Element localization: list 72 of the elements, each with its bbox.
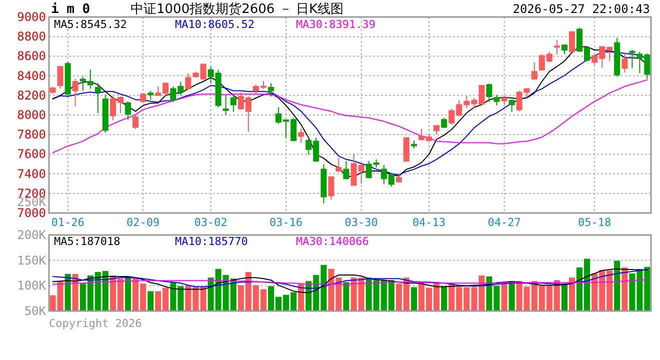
candlestick bbox=[148, 90, 154, 100]
text: MA30:140066 bbox=[296, 235, 369, 248]
x-tick-label: 02-09 bbox=[126, 216, 160, 229]
y-tick-label: 50K bbox=[24, 304, 47, 318]
candlestick bbox=[230, 94, 236, 112]
x-tick-label: 04-13 bbox=[412, 216, 446, 229]
candlestick bbox=[434, 125, 440, 135]
candlestick bbox=[396, 173, 402, 183]
candlestick bbox=[200, 64, 206, 80]
candlestick bbox=[336, 157, 342, 172]
x-tick-label: 04-27 bbox=[488, 216, 521, 229]
candlestick bbox=[72, 78, 78, 107]
chart-subtitle: i m 0 bbox=[51, 2, 90, 17]
text: Copyright 2026 bbox=[49, 317, 142, 330]
y-tick-label: 8200 bbox=[17, 88, 46, 102]
y-tick-label: 7400 bbox=[17, 166, 46, 181]
text: MA5:8545.32 bbox=[54, 18, 127, 31]
y-tick-label: 8600 bbox=[17, 49, 46, 64]
x-tick-label: 03-02 bbox=[194, 216, 228, 229]
candlestick bbox=[622, 52, 628, 74]
text: MA30:8391.39 bbox=[296, 18, 376, 31]
y-tick-label: 150K bbox=[17, 253, 47, 268]
candlestick bbox=[64, 61, 71, 96]
y-tick-label: 7600 bbox=[17, 147, 46, 162]
text: 2026-05-27 22:00:43 bbox=[512, 2, 650, 16]
x-tick-label: 03-16 bbox=[269, 216, 303, 229]
y-tick-label: 7800 bbox=[17, 128, 46, 142]
y-tick-label: 7000 bbox=[17, 206, 46, 220]
candlestick bbox=[328, 176, 334, 200]
x-tick-label: 01-26 bbox=[51, 216, 84, 229]
y-tick-label: 8800 bbox=[17, 30, 46, 44]
candlestick bbox=[185, 72, 192, 90]
candlestick bbox=[403, 137, 410, 162]
candlestick bbox=[94, 82, 101, 114]
candlestick bbox=[57, 66, 64, 90]
candlestick bbox=[268, 82, 274, 97]
candlestick bbox=[343, 160, 350, 180]
text: MA10:8605.52 bbox=[175, 18, 254, 31]
candlestick bbox=[486, 82, 492, 103]
candlestick bbox=[501, 94, 508, 106]
candlestick bbox=[50, 86, 56, 94]
candlestick bbox=[192, 71, 199, 78]
candlestick bbox=[562, 44, 568, 55]
candlestick bbox=[554, 40, 560, 55]
text: MA10:185770 bbox=[175, 235, 248, 248]
candlestick bbox=[222, 94, 229, 116]
candlestick bbox=[494, 94, 500, 106]
y-tick-label: 8000 bbox=[17, 108, 46, 122]
candlestick bbox=[441, 117, 448, 128]
candlestick bbox=[531, 62, 538, 81]
line-series bbox=[52, 268, 648, 294]
text: MA5:187018 bbox=[54, 235, 120, 248]
candlestick bbox=[140, 92, 146, 104]
x-tick-label: 03-30 bbox=[344, 216, 378, 229]
y-tick-label: 100K bbox=[17, 278, 47, 293]
candlestick bbox=[320, 164, 327, 204]
candlestick bbox=[411, 140, 417, 149]
candlestick bbox=[125, 100, 131, 120]
y-tick-label: 9000 bbox=[17, 10, 46, 24]
candlestick bbox=[569, 31, 575, 52]
y-tick-label: 8400 bbox=[17, 68, 46, 83]
candlestick bbox=[508, 99, 515, 112]
x-tick-label: 05-18 bbox=[578, 216, 612, 229]
line-series bbox=[52, 269, 648, 289]
line-series bbox=[52, 79, 648, 154]
candlestick bbox=[102, 94, 108, 134]
candlestick bbox=[629, 50, 636, 69]
y-tick-label: 200K bbox=[17, 228, 47, 242]
candlestick bbox=[614, 37, 620, 78]
candlestick bbox=[298, 128, 304, 144]
chart-title: 中证1000指数期货2606 － 日K线图 bbox=[130, 2, 344, 17]
candlestick bbox=[132, 114, 138, 130]
